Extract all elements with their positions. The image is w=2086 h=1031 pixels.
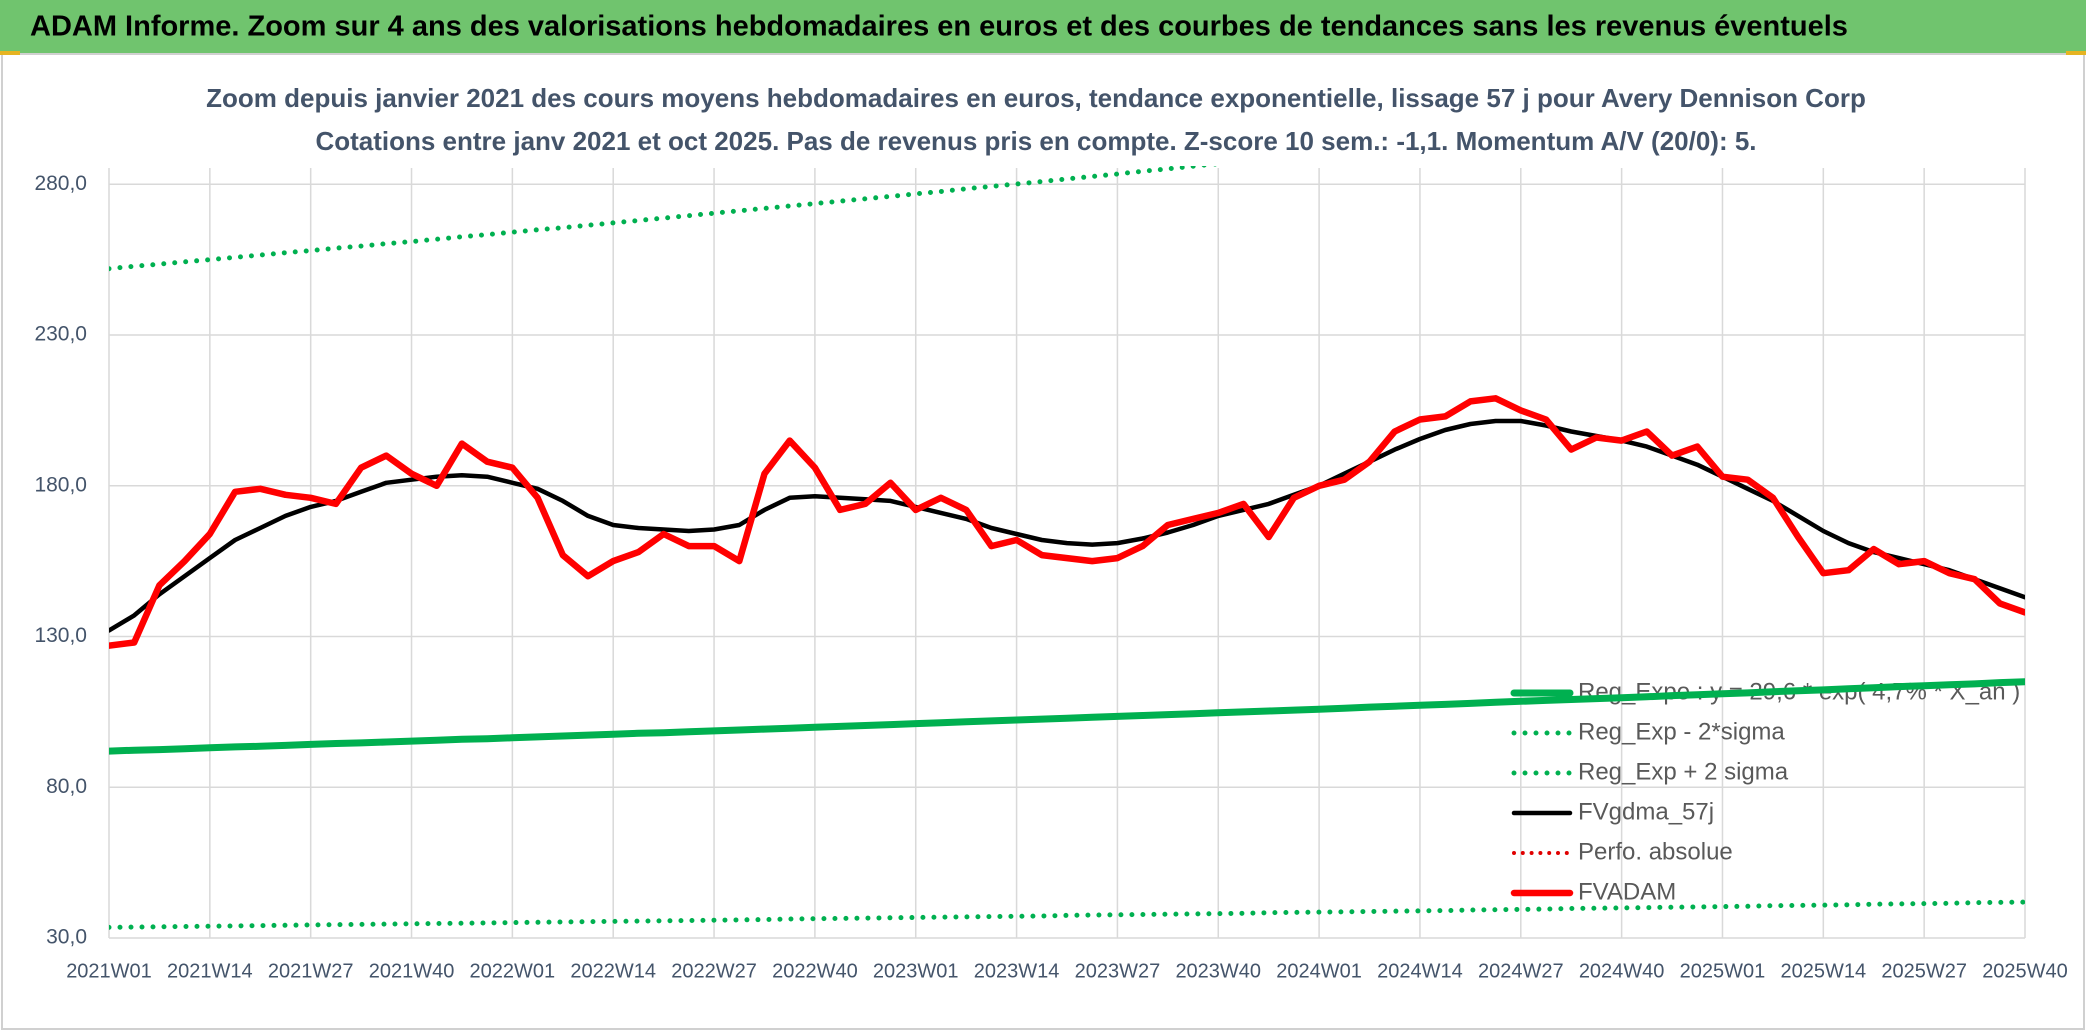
x-tick-label: 2023W01: [873, 960, 959, 982]
title-box: [282, 80, 1794, 166]
series-line: [109, 395, 2025, 649]
series-line: [109, 124, 1629, 272]
header-title: ADAM Informe. Zoom sur 4 ans des valoris…: [30, 11, 1848, 43]
y-tick-label: 80,0: [46, 775, 87, 798]
y-tick-label: 130,0: [34, 624, 87, 647]
x-tick-label: 2024W14: [1377, 960, 1463, 982]
x-tick-label: 2021W14: [167, 960, 253, 982]
legend-label: Reg_Exp - 2*sigma: [1578, 718, 1785, 745]
x-tick-label: 2025W14: [1781, 960, 1867, 982]
x-tick-label: 2021W01: [66, 960, 152, 982]
series-line: [109, 899, 2025, 930]
x-tick-label: 2025W40: [1982, 960, 2068, 982]
x-tick-label: 2022W40: [772, 960, 858, 982]
x-tick-label: 2022W27: [671, 960, 757, 982]
x-tick-label: 2023W40: [1175, 960, 1261, 982]
x-tick-label: 2024W01: [1276, 960, 1362, 982]
x-tick-label: 2022W01: [470, 960, 556, 982]
titles: Zoom depuis janvier 2021 des cours moyen…: [206, 80, 1866, 166]
series-line: [109, 418, 2025, 633]
frame: [1, 53, 2085, 1030]
header-bar: [0, 0, 2086, 53]
x-tick-label: 2021W40: [369, 960, 455, 982]
chart-title: Zoom depuis janvier 2021 des cours moyen…: [206, 83, 1866, 113]
x-tick-label: 2023W14: [974, 960, 1060, 982]
x-tick-label: 2024W40: [1579, 960, 1665, 982]
chart-subtitle: Cotations entre janv 2021 et oct 2025. P…: [315, 126, 1756, 156]
legend-label: Reg_Exp + 2 sigma: [1578, 758, 1789, 785]
y-tick-label: 230,0: [34, 323, 87, 346]
x-tick-label: 2025W01: [1680, 960, 1766, 982]
y-tick-label: 180,0: [34, 473, 87, 496]
legend-label: Perfo. absolue: [1578, 838, 1733, 865]
plot-area: [109, 124, 2025, 930]
x-tick-label: 2023W27: [1075, 960, 1161, 982]
y-tick-label: 280,0: [34, 172, 87, 195]
series-line: [109, 678, 2025, 755]
x-tick-label: 2024W27: [1478, 960, 1564, 982]
legend-label: FVgdma_57j: [1578, 798, 1714, 825]
x-tick-label: 2021W27: [268, 960, 354, 982]
legend-label: FVADAM: [1578, 878, 1676, 905]
axes: 30,0 80,0 130,0 180,0 230,0 280,0 2021W01 2021W…: [34, 168, 2068, 982]
y-tick-label: 30,0: [46, 926, 87, 949]
x-tick-label: 2025W27: [1881, 960, 1967, 982]
x-tick-label: 2022W14: [570, 960, 656, 982]
